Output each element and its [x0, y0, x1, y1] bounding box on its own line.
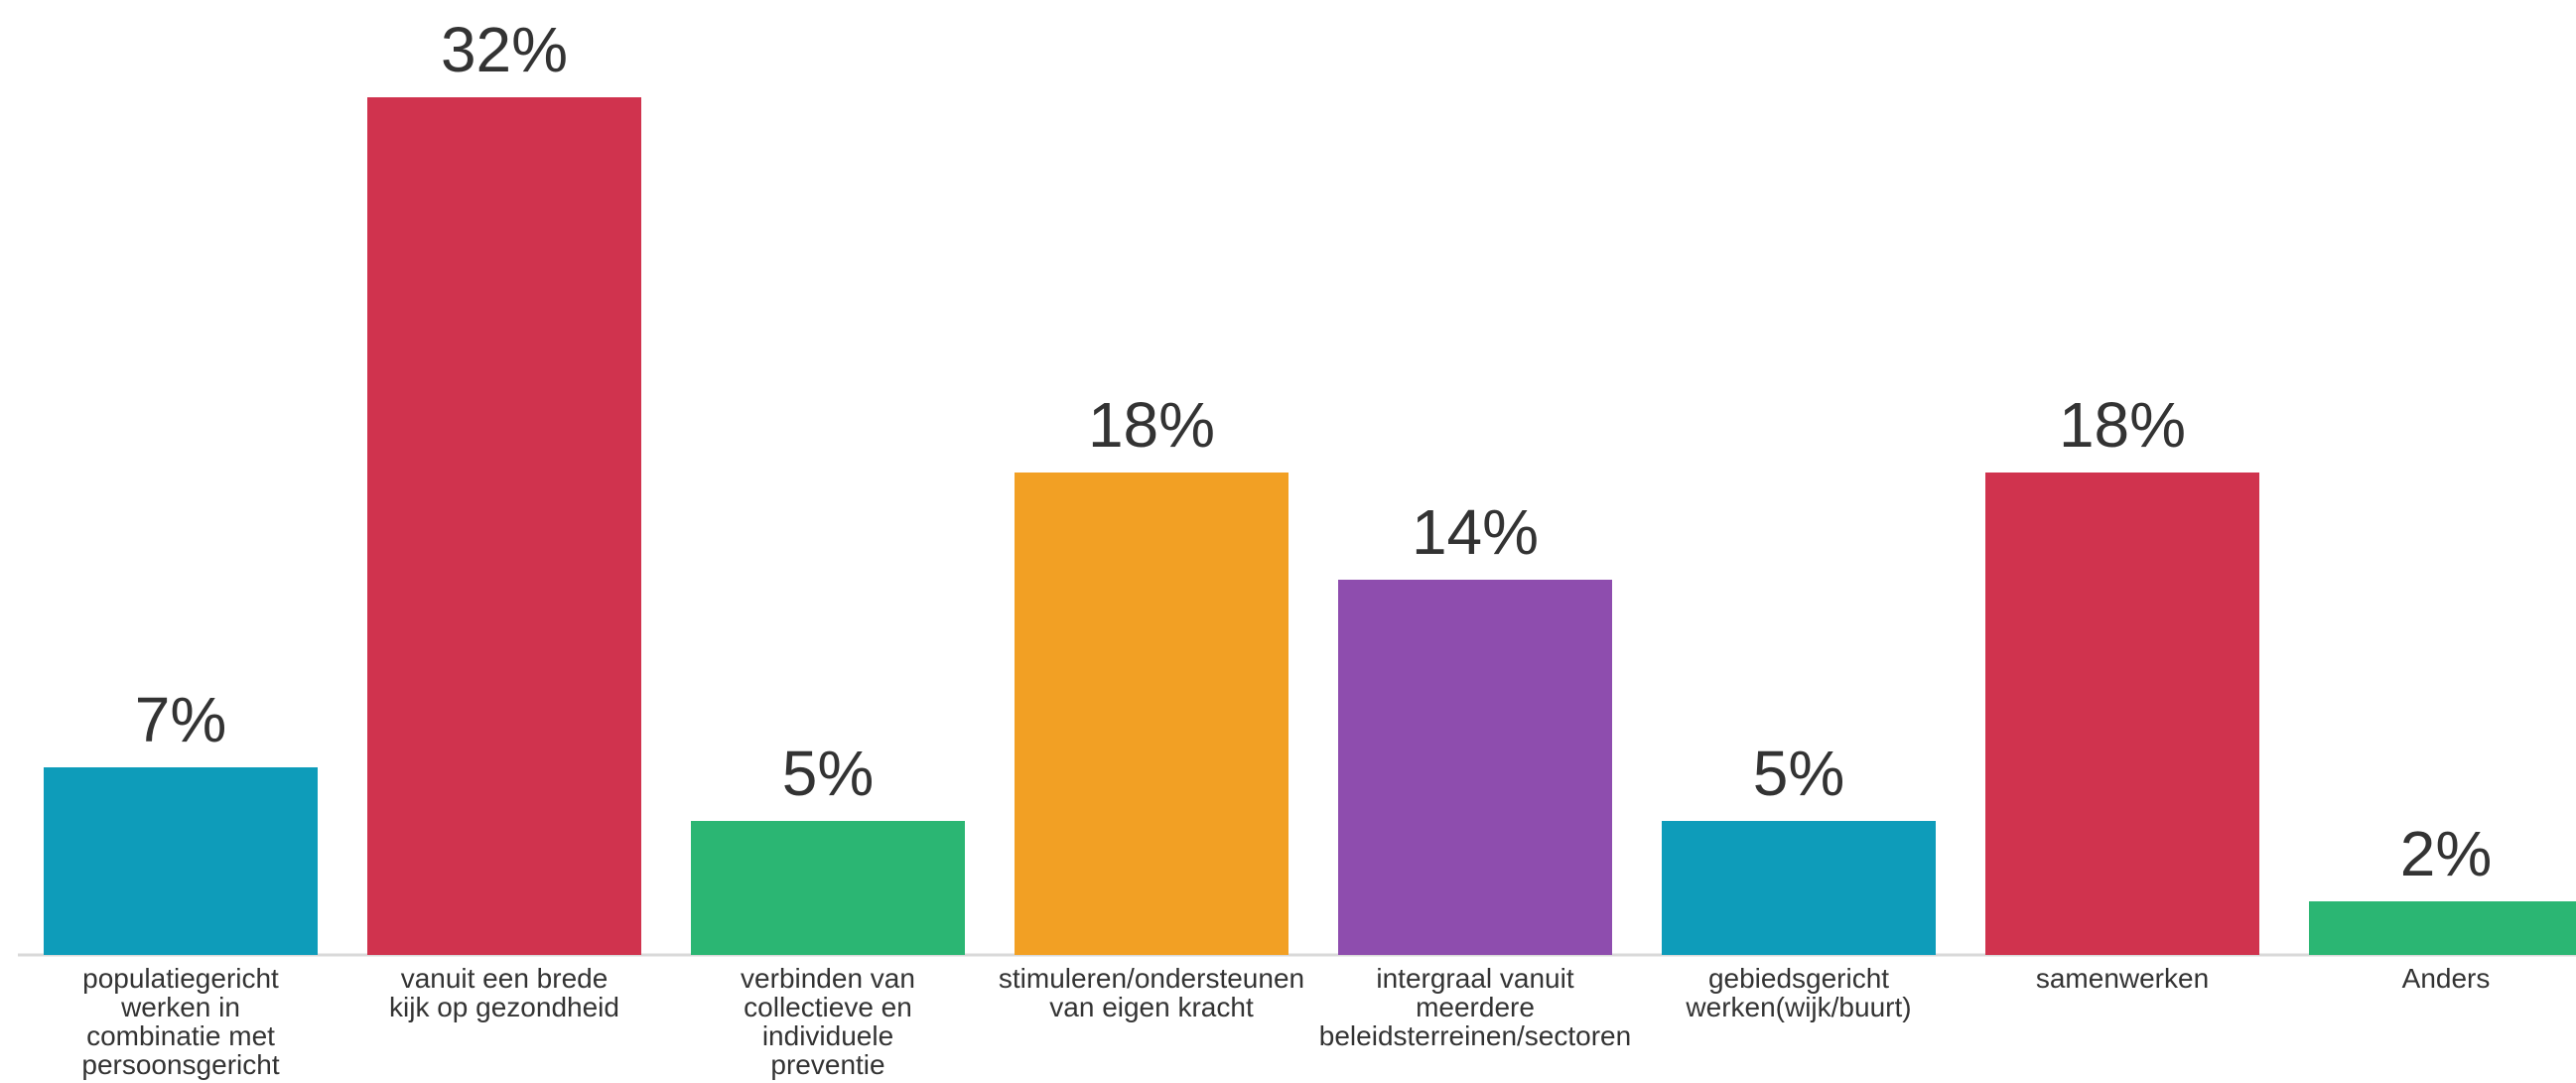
value-label-7: 2% — [2400, 818, 2493, 889]
category-label-line: samenwerken — [2036, 963, 2209, 994]
category-label-4: intergraal vanuit meerdere beleidsterreine… — [1319, 963, 1631, 1051]
category-label-line: populatiegericht — [82, 963, 279, 994]
category-label-line: persoonsgericht — [81, 1049, 279, 1080]
bar-7 — [2309, 901, 2576, 955]
value-label-0: 7% — [135, 684, 227, 755]
category-label-5: gebiedsgericht werken(wijk/buurt) — [1685, 963, 1911, 1022]
category-label-line: stimuleren/ondersteunen — [999, 963, 1304, 994]
bar-5 — [1662, 821, 1936, 955]
value-label-2: 5% — [782, 738, 875, 809]
category-label-line: vanuit een brede — [401, 963, 609, 994]
bar-4 — [1338, 580, 1612, 955]
value-label-1: 32% — [441, 14, 568, 85]
category-label-line: van eigen kracht — [1049, 992, 1254, 1022]
category-label-7: Anders — [2402, 963, 2491, 994]
category-label-line: verbinden van — [741, 963, 915, 994]
category-label-line: combinatie met — [86, 1020, 275, 1051]
category-labels-group: populatiegericht werken in combinatie met p… — [81, 963, 2490, 1080]
category-label-line: kijk op gezondheid — [389, 992, 619, 1022]
bar-0 — [44, 767, 318, 955]
value-label-4: 14% — [1412, 496, 1539, 568]
category-label-line: collectieve en — [744, 992, 912, 1022]
bar-1 — [367, 97, 641, 955]
value-label-3: 18% — [1088, 389, 1215, 461]
value-label-5: 5% — [1753, 738, 1845, 809]
category-label-line: individuele — [762, 1020, 893, 1051]
bar-2 — [691, 821, 965, 955]
category-label-line: gebiedsgericht — [1708, 963, 1889, 994]
value-labels-group: 7% 32% 5% 18% 14% 5% 18% 2% — [135, 14, 2493, 889]
category-label-line: werken in — [120, 992, 240, 1022]
category-label-1: vanuit een brede kijk op gezondheid — [389, 963, 619, 1022]
category-label-line: preventie — [770, 1049, 884, 1080]
category-label-line: intergraal vanuit — [1376, 963, 1573, 994]
category-label-2: verbinden van collectieve en individuele pr… — [741, 963, 915, 1080]
category-label-6: samenwerken — [2036, 963, 2209, 994]
category-label-line: meerdere — [1416, 992, 1535, 1022]
category-label-line: Anders — [2402, 963, 2491, 994]
category-label-line: beleidsterreinen/sectoren — [1319, 1020, 1631, 1051]
category-label-line: werken(wijk/buurt) — [1685, 992, 1911, 1022]
category-label-3: stimuleren/ondersteunen van eigen kracht — [999, 963, 1304, 1022]
bar-3 — [1015, 473, 1288, 955]
value-label-6: 18% — [2059, 389, 2186, 461]
category-label-0: populatiegericht werken in combinatie met p… — [81, 963, 279, 1080]
bars-group — [44, 97, 2576, 955]
bar-6 — [1985, 473, 2259, 955]
